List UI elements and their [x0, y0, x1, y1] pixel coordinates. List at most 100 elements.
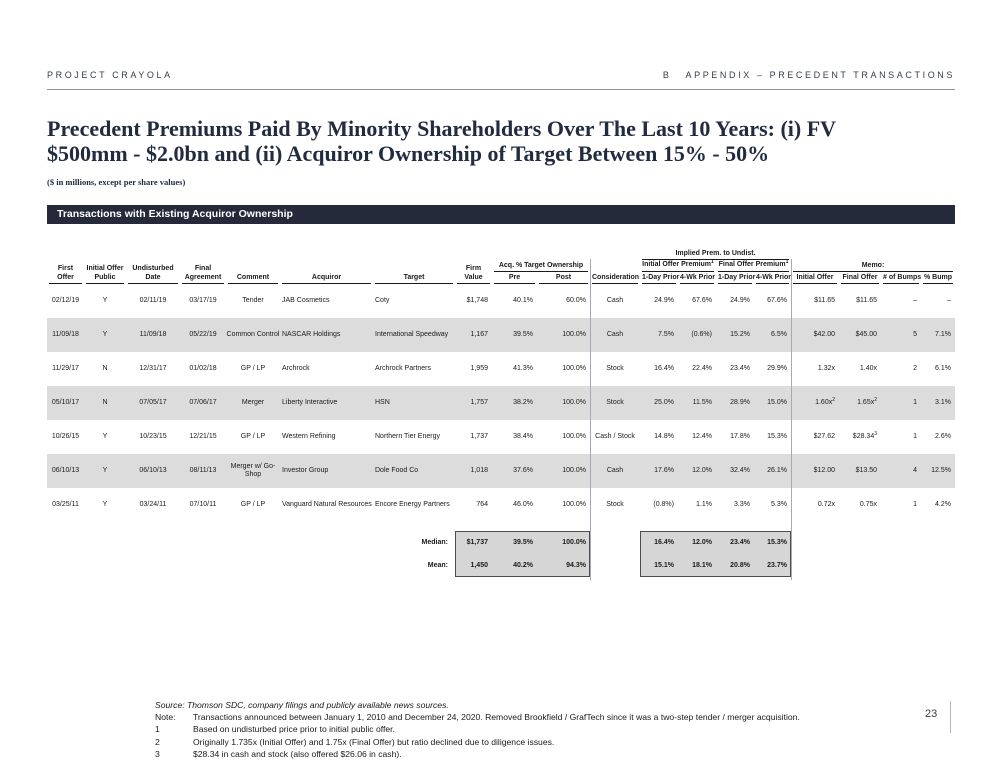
summary-rows: Median: $1,737 39.5% 100.0% 16.4% 12.0% 23.4% 1… — [47, 531, 955, 577]
cell-io_1d: 16.4% — [654, 364, 674, 372]
cell-final_offer: $45.00 — [855, 330, 877, 338]
cell-first_offer: 06/10/13 — [51, 466, 80, 474]
cell-final_offer: $28.34 3 — [852, 430, 877, 440]
summary-label: Median: — [421, 539, 448, 546]
cell-target: International Speedway — [375, 330, 449, 338]
cell-fo_4w: 15.0% — [767, 398, 787, 406]
summary-label: Mean: — [427, 562, 448, 569]
footnote-marker: 3 — [874, 430, 877, 437]
cell-io_4w: 22.4% — [692, 364, 712, 372]
page-number: 23 — [925, 708, 938, 720]
group-memo: Memo: — [793, 260, 953, 272]
cell-first_offer: 03/25/11 — [52, 500, 79, 508]
cell-pre: 46.0% — [513, 500, 533, 508]
cell-target: Dole Food Co — [375, 466, 419, 474]
units-note: ($ in millions, except per share values) — [47, 177, 186, 187]
summary-cell-pre: 40.2% — [513, 562, 533, 569]
col-header-final-agreement: Final Agreement — [182, 260, 224, 284]
cell-first_offer: 02/12/19 — [51, 296, 80, 304]
col-header-pct-bump: % Bump — [923, 272, 953, 284]
col-header-post: Post — [539, 272, 588, 284]
cell-io_1d: 14.8% — [654, 432, 674, 440]
cell-final_offer: 1.65x 2 — [857, 396, 877, 406]
cell-target: Encore Energy Partners — [375, 500, 450, 508]
cell-agreement: 05/22/19 — [189, 330, 217, 338]
cell-io_4w: 67.6% — [692, 296, 712, 304]
column-divider — [791, 259, 792, 580]
transactions-table: Implied Prem. to Undist. Acq. % Target O… — [47, 248, 955, 580]
cell-acquiror: Archrock — [282, 364, 310, 372]
cell-post: 100.0% — [562, 364, 586, 372]
cell-fo_1d: 3.3% — [734, 500, 750, 508]
cell-consideration: Stock — [606, 398, 624, 406]
cell-final_offer: 0.75x — [859, 500, 877, 508]
cell-bump_pct: 6.1% — [935, 364, 951, 372]
summary-cell-pre: 39.5% — [513, 539, 533, 546]
cell-fo_4w: 5.3% — [771, 500, 787, 508]
footnotes: Source: Thomson SDC, company filings and… — [155, 699, 925, 760]
cell-agreement: 07/10/11 — [189, 500, 217, 508]
cell-post: 60.0% — [566, 296, 586, 304]
summary-cell-io_4w: 18.1% — [692, 562, 712, 569]
cell-io_4w: 12.4% — [692, 432, 712, 440]
cell-fo_4w: 29.9% — [767, 364, 787, 372]
cell-public: N — [102, 398, 108, 406]
cell-bump_pct: 12.5% — [931, 466, 951, 474]
cell-final_offer: $11.65 — [856, 296, 877, 304]
cell-undisturbed: 11/09/18 — [139, 330, 167, 338]
cell-io_4w: 11.5% — [692, 398, 712, 406]
cell-first_offer: 11/09/18 — [52, 330, 79, 338]
cell-fo_1d: 15.2% — [730, 330, 750, 338]
footnote-3: 3 $28.34 in cash and stock (also offered… — [155, 748, 925, 760]
cell-bumps: – — [913, 296, 917, 304]
cell-comment: Merger w/ Go-Shop — [230, 462, 276, 479]
summary-cell-io_1d: 15.1% — [654, 562, 674, 569]
summary-cell-firm_value: 1,450 — [470, 562, 488, 569]
cell-consideration: Cash / Stock — [595, 432, 635, 440]
cell-bump_pct: 3.1% — [935, 398, 951, 406]
cell-agreement: 08/11/13 — [189, 466, 217, 474]
summary-cell-io_1d: 16.4% — [654, 539, 674, 546]
cell-comment: GP / LP — [240, 432, 266, 440]
cell-first_offer: 10/26/15 — [51, 432, 80, 440]
cell-firm_value: 1,018 — [470, 466, 488, 474]
cell-comment: GP / LP — [240, 364, 266, 372]
group-final-offer-premium: Final Offer Premium1 — [718, 259, 789, 272]
cell-pre: 38.2% — [513, 398, 533, 406]
col-header-comment: Comment — [228, 260, 278, 284]
cell-io_1d: 17.6% — [654, 466, 674, 474]
cell-public: Y — [102, 500, 108, 508]
appendix-label: B APPENDIX – PRECEDENT TRANSACTIONS — [663, 70, 955, 80]
cell-fo_1d: 17.8% — [730, 432, 750, 440]
footnote-2-label: 2 — [155, 736, 160, 747]
cell-bumps: 5 — [913, 330, 917, 338]
section-banner: Transactions with Existing Acquiror Owne… — [47, 205, 955, 224]
col-header-target: Target — [375, 260, 453, 284]
footnote-2: 2 Originally 1.735x (Initial Offer) and … — [155, 736, 925, 748]
cell-public: Y — [102, 466, 108, 474]
cell-firm_value: 1,167 — [470, 330, 488, 338]
summary-cell-fo_1d: 20.8% — [730, 562, 750, 569]
cell-bump_pct: – — [947, 296, 951, 304]
cell-consideration: Stock — [606, 364, 624, 372]
cell-post: 100.0% — [562, 500, 586, 508]
cell-io_4w: 1.1% — [696, 500, 712, 508]
cell-target: Archrock Partners — [375, 364, 432, 372]
col-header-num-bumps: # of Bumps — [883, 272, 921, 284]
cell-firm_value: 1,959 — [470, 364, 488, 372]
cell-undisturbed: 02/11/19 — [139, 296, 167, 304]
summary-cell-io_4w: 12.0% — [692, 539, 712, 546]
project-name: PROJECT CRAYOLA — [47, 70, 173, 80]
cell-public: Y — [102, 296, 108, 304]
cell-target: Coty — [375, 296, 390, 304]
cell-init_offer: $42.00 — [813, 330, 835, 338]
cell-post: 100.0% — [562, 466, 586, 474]
title-line2: $500mm - $2.0bn and (ii) Acquiror Owners… — [47, 141, 770, 166]
cell-firm_value: $1,748 — [466, 296, 488, 304]
col-header-initial-offer-public: Initial Offer Public — [86, 260, 124, 284]
cell-acquiror: JAB Cosmetics — [282, 296, 330, 304]
cell-fo_4w: 6.5% — [771, 330, 787, 338]
cell-bump_pct: 7.1% — [935, 330, 951, 338]
cell-fo_1d: 24.9% — [730, 296, 750, 304]
cell-acquiror: Liberty Interactive — [282, 398, 338, 406]
